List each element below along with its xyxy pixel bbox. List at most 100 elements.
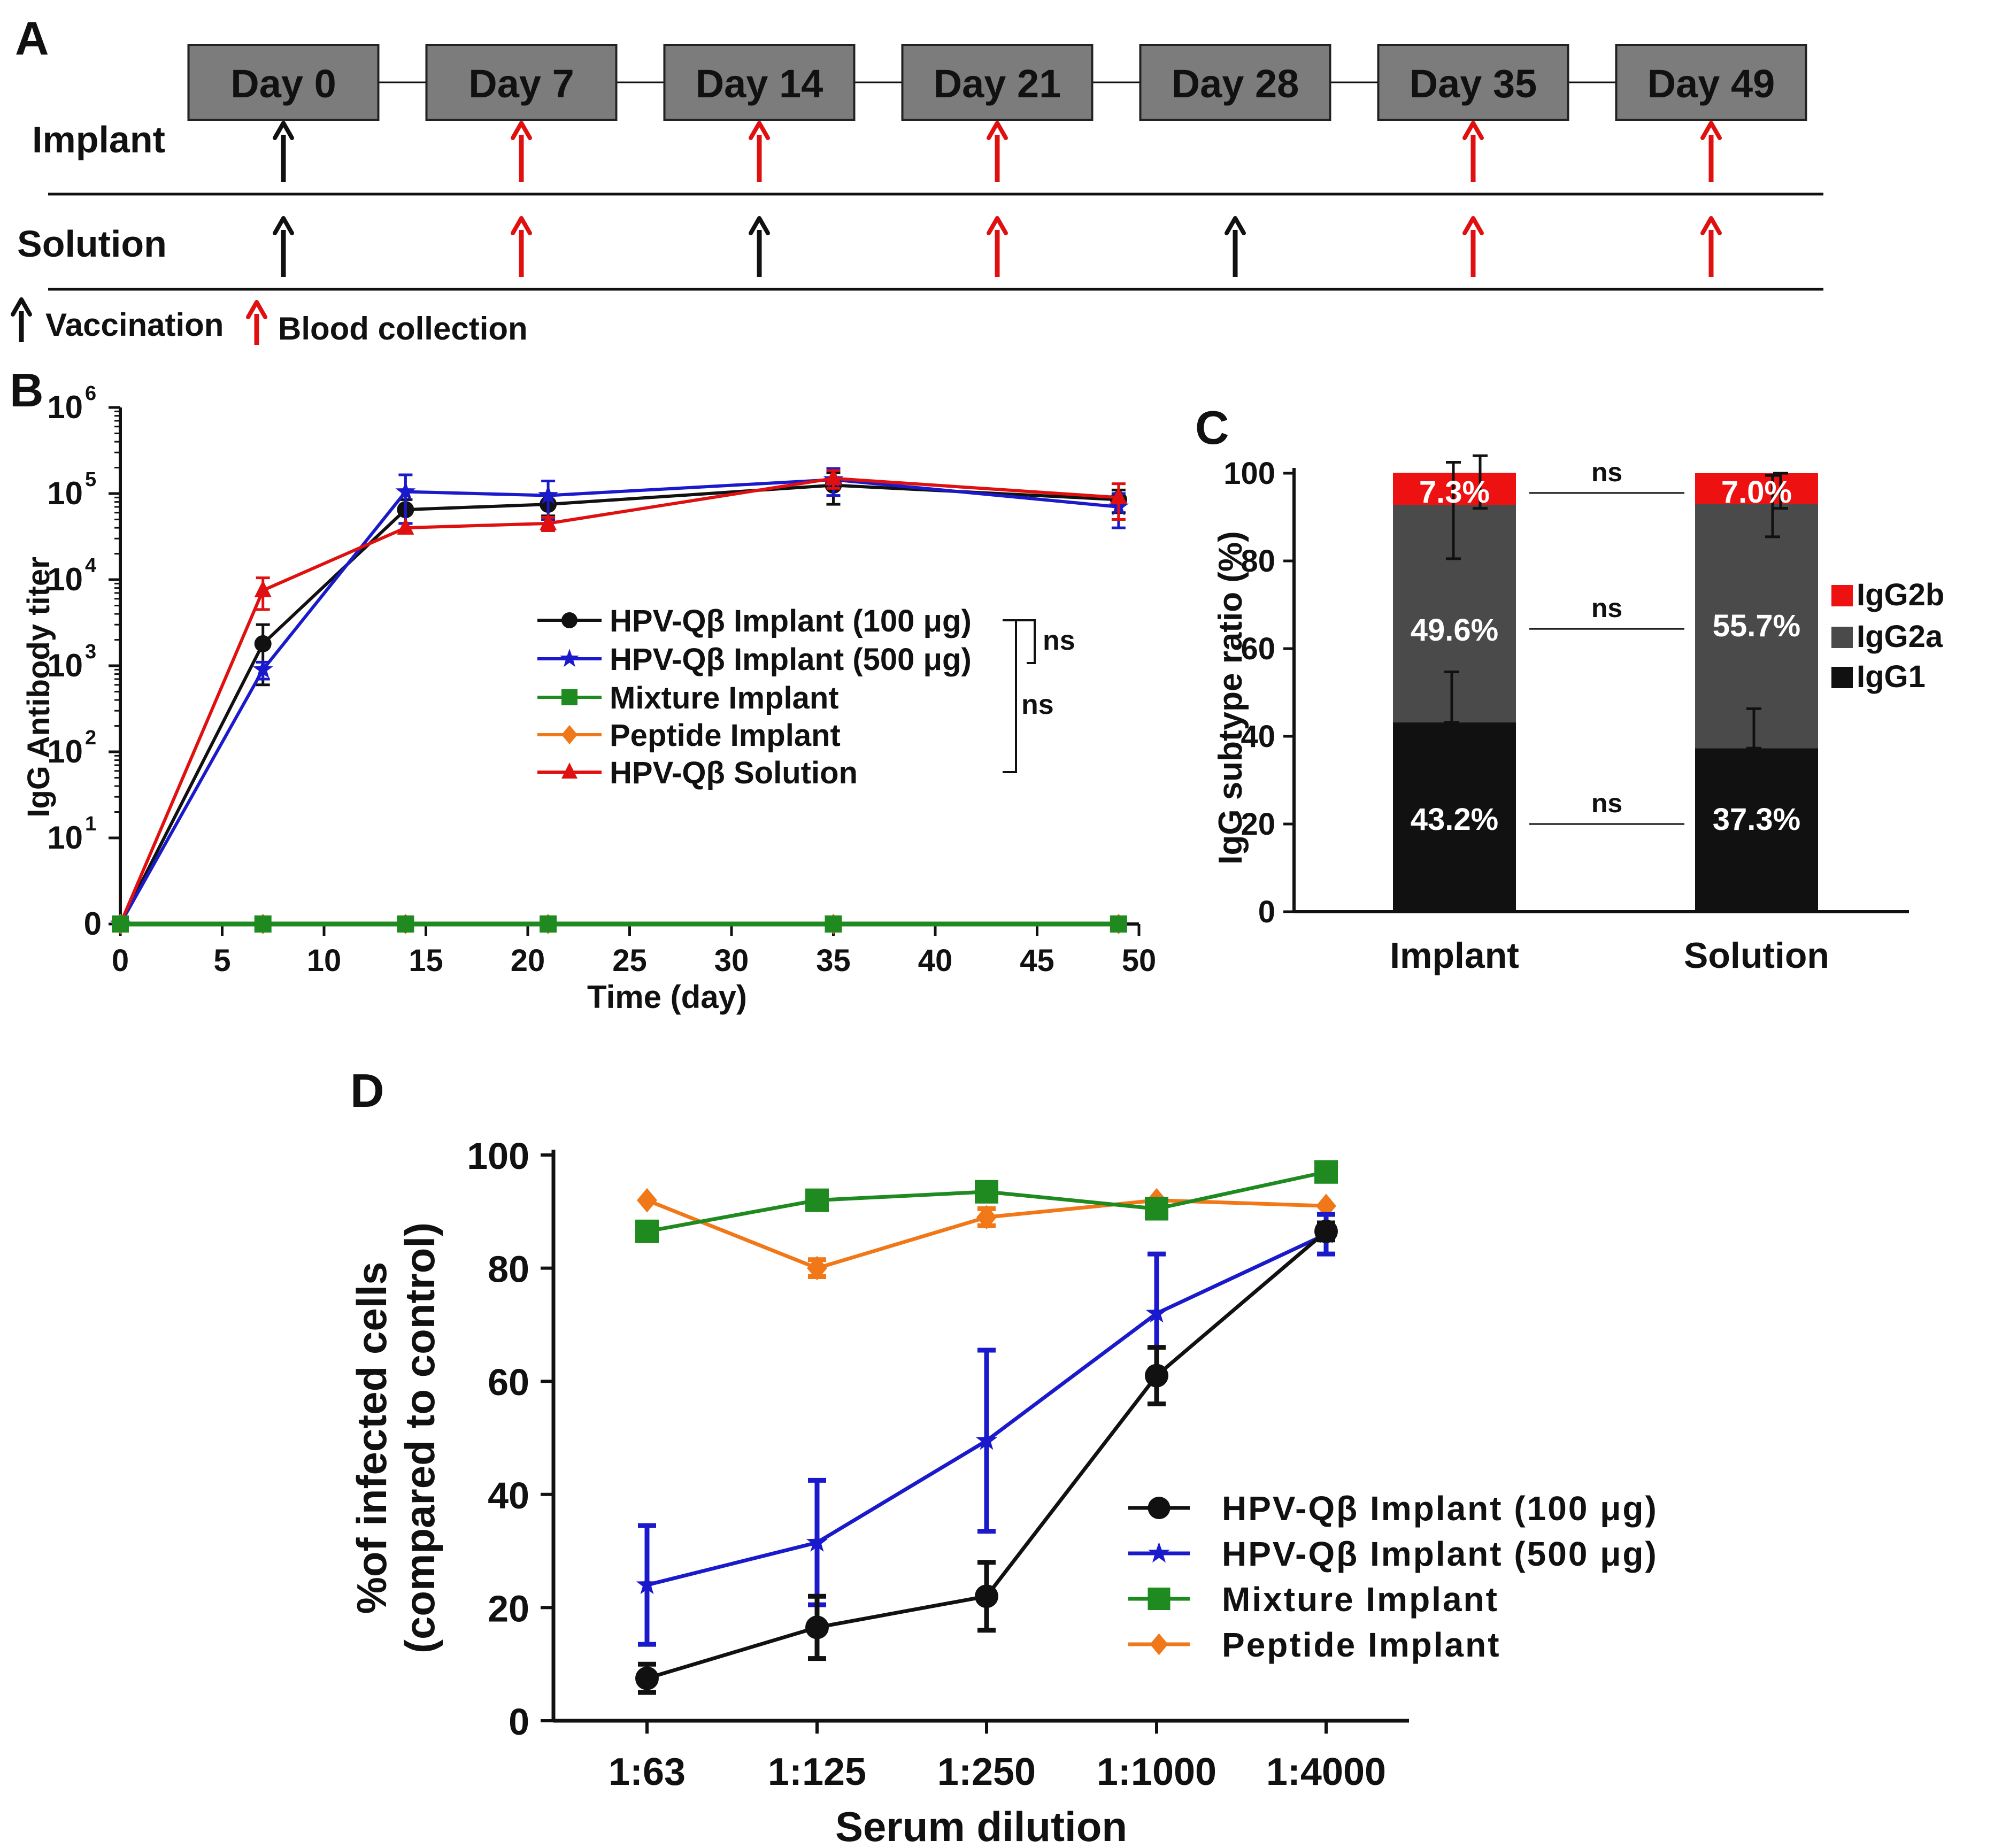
day-label: Day 7 [468,61,574,106]
significance-bracket [1003,619,1017,773]
x-tick-label: 40 [918,943,953,978]
legend-label: IgG1 [1857,659,1926,694]
y-axis-title: %of infected cells [348,1262,395,1614]
data-point [1145,1364,1168,1388]
y-tick-label: 40 [488,1475,529,1516]
y-tick-label: 10 [47,389,83,425]
x-tick-label: 0 [112,943,129,978]
day-label: Day 28 [1172,61,1299,106]
blood-collection-arrow-head [246,300,267,319]
day-box [187,44,380,121]
y-axis-title: (compared to control) [396,1222,443,1653]
day-box [1139,44,1331,121]
vaccination-arrow-head [11,297,32,317]
blood-collection-arrow-head [511,121,532,140]
y-tick-label: 10 [47,648,83,683]
legend-label: HPV-Qβ Solution [610,756,858,790]
x-axis-title: Serum dilution [835,1803,1127,1848]
day-box [1615,44,1807,121]
y-tick-label: 100 [1223,456,1275,491]
panel-label-a: A [15,12,49,65]
data-label: 37.3% [1713,802,1800,837]
legend-marker [561,612,578,628]
blood-collection-arrow [246,300,267,345]
legend-label: IgG2b [1857,578,1944,612]
significance-label: ns [1591,457,1622,487]
data-point [1145,1302,1168,1323]
vaccination-arrow-head [273,121,294,140]
x-tick-label: 1:63 [609,1751,686,1793]
error-bar [1444,670,1459,724]
y-tick-label: 0 [84,906,102,942]
blood-collection-arrow-head [1700,121,1722,140]
igg-subtype-chart: 0 20 40 60 80 100 IgG subtype ratio (%) Implant… [1212,454,1944,976]
data-point [975,1180,998,1204]
vaccination-arrow [749,216,770,277]
day-label: Day 49 [1647,61,1775,106]
data-label: 55.7% [1713,609,1800,643]
y-tick-label: 80 [1241,544,1275,579]
blood-collection-arrow-head [749,121,770,140]
x-tick-label: 1:4000 [1266,1751,1386,1793]
data-point [825,915,842,933]
day-label: Day 21 [934,61,1061,106]
legend-label: IgG2a [1857,619,1943,654]
vaccination-arrow [273,216,294,277]
day-box [1377,44,1569,121]
x-tick-label: 5 [213,943,230,978]
data-point [805,1615,829,1639]
x-tick-label: 1:250 [937,1751,1036,1793]
legend-label: HPV-Qβ Implant (100 μg) [610,604,972,638]
x-tick-label: 50 [1122,943,1157,978]
day-label: Day 0 [230,61,336,106]
y-tick-label: 10 [47,734,83,769]
y-tick-label: 80 [488,1249,529,1290]
blood-collection-arrow [1462,121,1484,182]
legend-blood-collection: Blood collection [278,311,528,346]
legend-swatch [1831,585,1853,606]
data-point [112,915,129,933]
legend-label: Mixture Implant [610,681,839,715]
legend-marker [561,763,578,779]
x-tick-label: Implant [1390,935,1519,976]
x-tick-label: 10 [307,943,342,978]
data-point [807,1256,827,1281]
data-point [825,468,842,486]
data-point [254,580,272,597]
legend-vaccination: Vaccination [45,307,224,343]
y-tick-exponent: 1 [85,813,96,835]
x-tick-label: 45 [1020,943,1054,978]
legend-marker [1148,1497,1171,1519]
blood-collection-arrow-head [1462,216,1484,235]
data-label: 49.6% [1411,613,1498,648]
vaccination-arrow-head [1225,216,1246,235]
x-tick-label: 30 [714,943,749,978]
bar-segment [1695,473,1818,504]
data-point [806,1531,828,1552]
error-bar [1765,474,1780,538]
neutralization-chart: 0 20 40 60 80 100 1:63 1:125 1:250 1:1000 1:4000 Se… [348,1135,1657,1848]
y-tick-label: 40 [1241,719,1275,754]
day-label: Day 35 [1410,61,1537,106]
vaccination-arrow-head [273,216,294,235]
significance-label: ns [1591,788,1622,818]
x-tick-label: 1:1000 [1097,1751,1216,1793]
legend-label: Mixture Implant [1222,1580,1499,1619]
data-point [397,915,414,933]
data-label: 43.2% [1411,802,1498,837]
blood-collection-arrow [987,216,1008,277]
panel-label-d: D [350,1064,384,1117]
significance-label: ns [1043,625,1075,656]
series-line [119,478,1119,925]
error-bar [1773,472,1788,510]
y-tick-exponent: 4 [85,555,96,577]
legend-marker [1150,1633,1168,1656]
blood-collection-arrow [1700,121,1722,182]
data-point [1110,915,1127,933]
vaccination-arrow-head [749,216,770,235]
blood-collection-arrow-head [511,216,532,235]
data-point [975,1584,998,1608]
data-point [637,1188,657,1213]
x-tick-label: Solution [1684,935,1829,976]
day-label: Day 14 [696,61,823,106]
